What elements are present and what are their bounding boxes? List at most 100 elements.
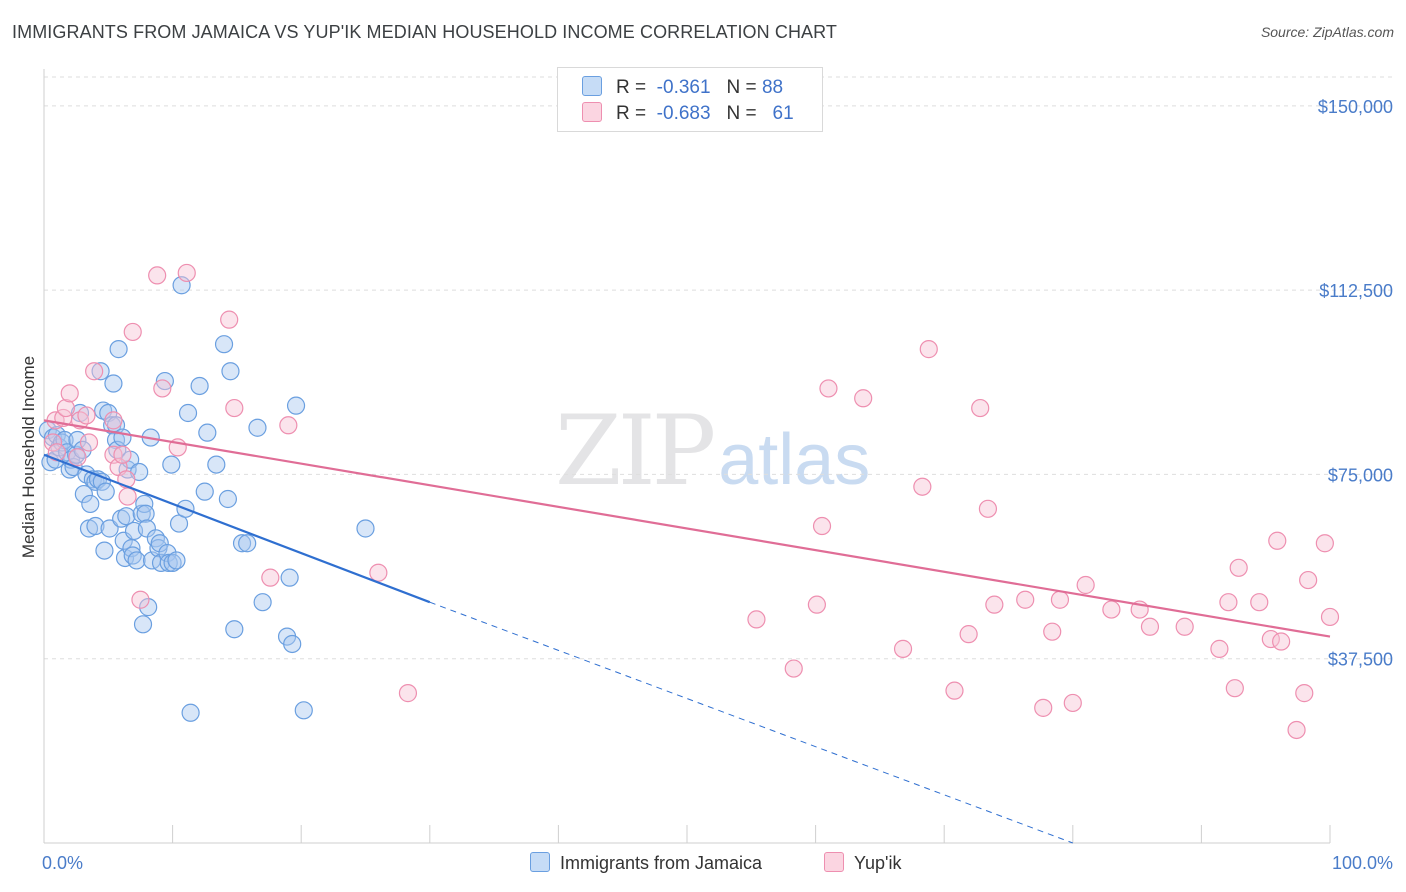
source-credit: Source: ZipAtlas.com [1260,24,1394,40]
r-label: R = [616,77,647,98]
trend-lines [43,419,1331,844]
legend-label: Immigrants from Jamaica [560,853,763,873]
legend-label: Yup'ik [854,853,902,873]
legend-item-yupik: Yup'ik [824,852,901,874]
point-yupik [177,263,196,283]
point-jamaica [286,396,306,415]
r-label: R = [616,103,647,124]
point-jamaica [207,455,226,474]
point-yupik [279,416,298,435]
point-yupik [913,477,932,496]
point-yupik [153,379,172,398]
point-yupik [812,516,832,536]
trend-line-jamaica [43,453,431,604]
point-yupik [854,389,873,408]
point-jamaica [181,703,200,722]
point-yupik [79,433,99,452]
point-yupik [1076,575,1095,595]
point-yupik [1268,531,1287,550]
point-jamaica [127,551,146,570]
r-value: -0.683 [656,103,711,124]
x-tick-label: 100.0% [1332,853,1393,873]
point-yupik [85,362,104,381]
point-yupik [104,411,123,430]
y-tick-label: $75,000 [1328,465,1393,485]
y-tick-label: $37,500 [1328,650,1393,670]
point-jamaica [104,374,123,393]
point-yupik [985,595,1004,614]
point-yupik [398,684,418,703]
point-jamaica [198,423,217,442]
point-yupik [1140,617,1160,636]
point-yupik [1102,600,1121,619]
data-points [38,263,1340,740]
legend-swatch [530,852,550,872]
point-jamaica [95,541,114,560]
trend-line-yupik [43,419,1331,638]
point-yupik [68,448,87,467]
axes [43,69,1331,844]
point-yupik [77,406,96,425]
point-jamaica [280,568,299,587]
point-jamaica [218,489,237,509]
point-yupik [893,639,913,658]
point-jamaica [139,598,158,617]
point-jamaica [178,403,198,423]
legend-row-yupik: R = -0.683 N = 61 [582,102,794,126]
point-yupik [978,499,998,518]
point-yupik [1315,534,1334,553]
point-yupik [1016,590,1035,609]
point-yupik [1272,632,1291,651]
point-yupik [220,310,239,329]
gridlines [44,76,1394,660]
point-yupik [1299,570,1318,590]
correlation-legend: R = -0.361 N = 88 R = -0.683 N = 61 [557,67,823,132]
point-yupik [1210,639,1229,658]
point-yupik [807,595,826,614]
n-value: 88 [761,77,784,98]
point-jamaica [109,340,128,359]
point-jamaica [150,534,169,553]
legend-row-jamaica: R = -0.361 N = 88 [582,76,783,100]
point-jamaica [155,371,174,391]
point-jamaica [117,507,136,526]
point-jamaica [195,482,214,501]
point-jamaica [248,418,267,437]
point-yupik [1043,622,1062,641]
point-jamaica [86,516,105,536]
point-yupik [1320,607,1340,627]
point-yupik [56,398,75,418]
point-yupik [1295,684,1314,703]
n-value: 61 [772,103,794,124]
point-jamaica [214,335,234,354]
legend-item-jamaica: Immigrants from Jamaica [530,852,762,874]
axis-labels: $37,500 $75,000 $112,500 $150,000 0.0% 100.0%… [19,97,1393,873]
watermark-zip: ZIP [555,395,716,507]
legend-swatch-yupik [582,102,602,122]
point-yupik [1229,558,1248,577]
point-yupik [43,433,63,452]
watermark: ZIPatlas [555,395,870,507]
point-yupik [123,322,142,342]
point-jamaica [133,615,153,634]
r-value: -0.361 [656,77,711,98]
point-jamaica [91,362,110,381]
point-jamaica [100,519,119,538]
point-jamaica [136,504,155,523]
n-label: N = [726,77,757,98]
legend-swatch [824,852,844,872]
point-yupik [118,487,137,506]
point-yupik [113,445,132,464]
point-yupik [1034,698,1053,717]
point-yupik [131,590,150,609]
point-jamaica [283,634,302,654]
point-yupik [819,379,838,398]
point-yupik [60,384,79,403]
point-yupik [225,398,244,418]
point-jamaica [162,455,181,474]
point-yupik [959,625,978,644]
point-yupik [148,266,167,285]
point-yupik [1063,693,1082,713]
point-yupik [1050,590,1070,609]
